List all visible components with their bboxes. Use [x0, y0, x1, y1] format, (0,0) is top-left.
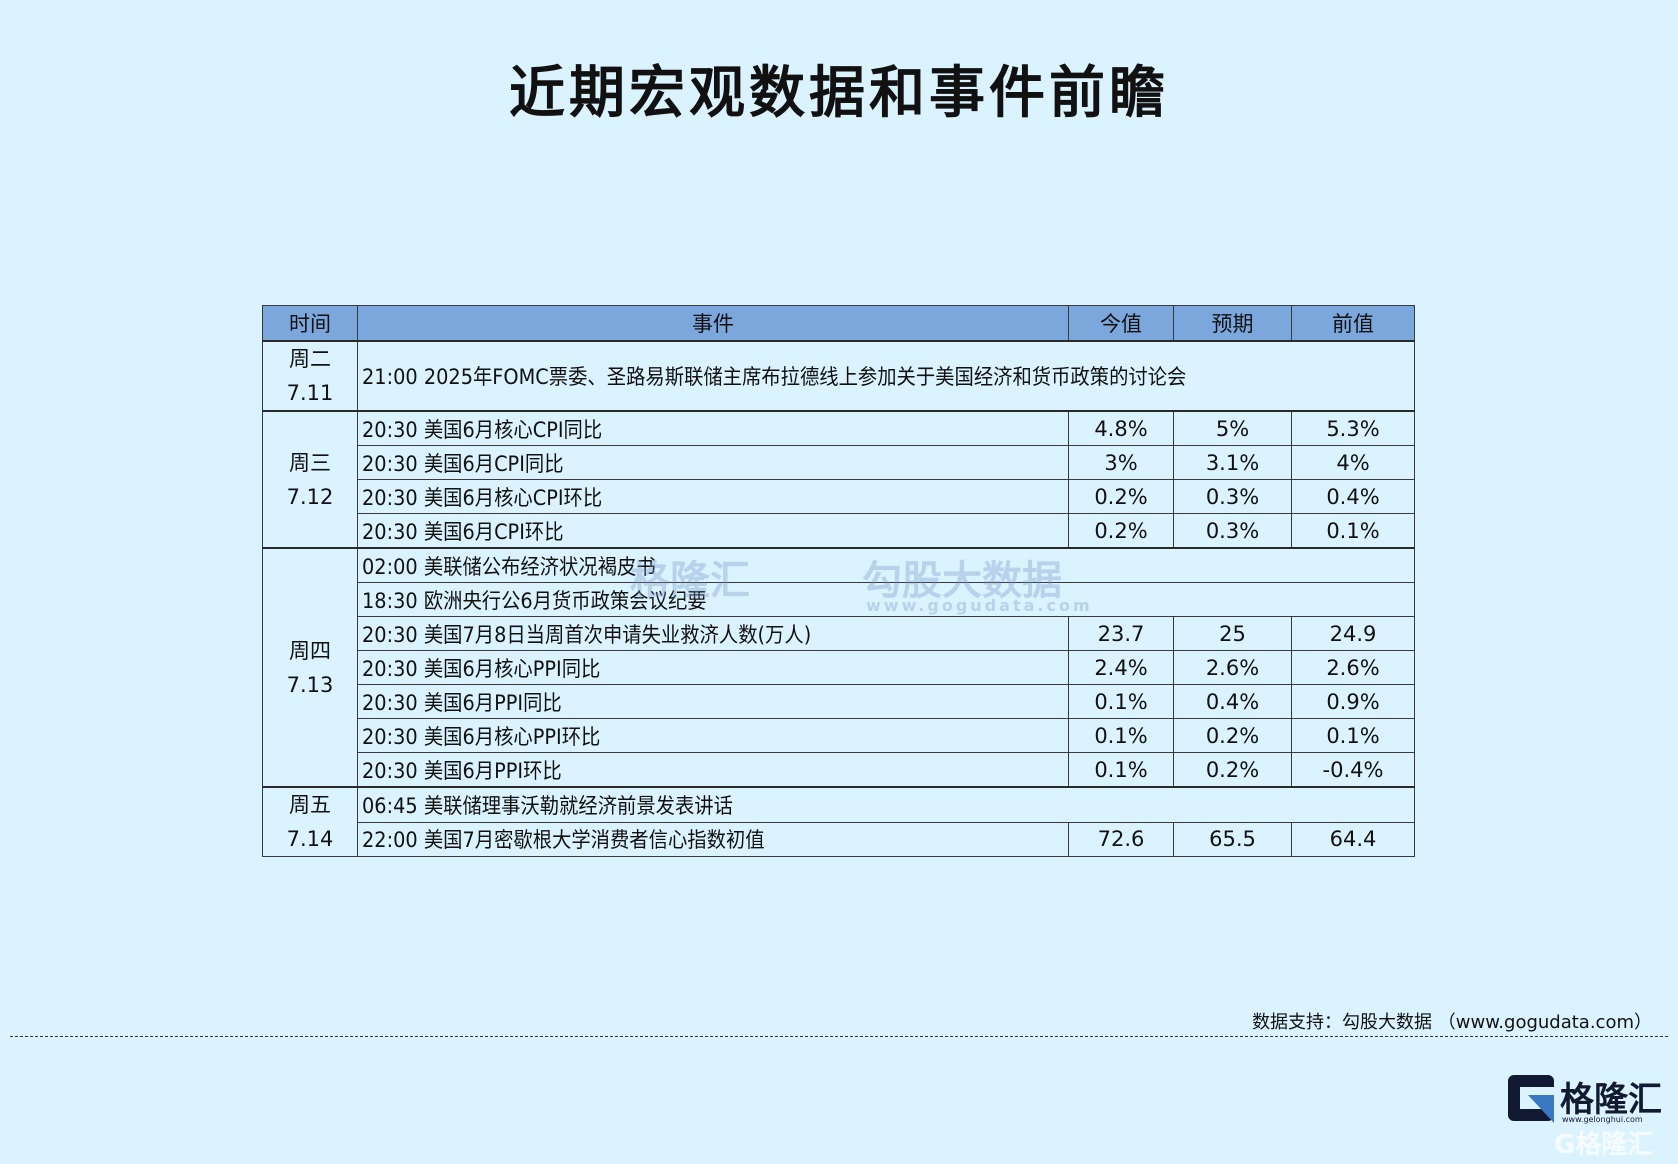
event-text: 22:00 美国7月密歇根大学消费者信心指数初值 [362, 828, 765, 853]
date: 7.12 [286, 484, 334, 509]
actual-value: 0.1% [1068, 718, 1174, 753]
actual-value: 0.1% [1068, 684, 1174, 719]
event-text: 18:30 欧洲央行公6月货币政策会议纪要 [362, 588, 707, 613]
actual-value: 0.1% [1068, 752, 1174, 788]
date: 7.11 [286, 381, 334, 405]
previous-value: 4% [1291, 445, 1415, 480]
forecast-value: 3.1% [1173, 445, 1292, 480]
event-text: 20:30 美国6月PPI同比 [362, 690, 562, 715]
table-row: 周四 7.13 02:00 美联储公布经济状况褐皮书 [262, 547, 1415, 788]
previous-value: 2.6% [1291, 650, 1415, 685]
data-source-note: 数据支持：勾股大数据 （www.gogudata.com） [1252, 1012, 1652, 1033]
table-row: 20:30 美国6月PPI同比 0.1% 0.4% 0.9% [263, 684, 1415, 719]
previous-value: -0.4% [1291, 752, 1415, 788]
day-cell: 周二 7.11 [262, 340, 358, 412]
previous-value: 24.9 [1291, 616, 1415, 651]
previous-value: 0.1% [1291, 513, 1415, 549]
header-actual: 今值 [1068, 305, 1174, 342]
weekday: 周三 [289, 450, 331, 475]
previous-value: 64.4 [1291, 821, 1415, 857]
forecast-value: 0.2% [1173, 718, 1292, 753]
actual-value: 3% [1068, 445, 1174, 480]
event-cell: 20:30 美国7月8日当周首次申请失业救济人数(万人) [357, 616, 1069, 651]
svg-text:格隆汇: 格隆汇 [1560, 1080, 1662, 1120]
event-cell: 20:30 美国6月PPI同比 [357, 684, 1069, 719]
svg-text:www.gelonghui.com: www.gelonghui.com [1562, 1115, 1643, 1124]
table-row: 20:30 美国6月CPI同比 3% 3.1% 4% [263, 445, 1415, 480]
macro-events-table: 时间 事件 今值 预期 前值 周二 7.11 21:00 2025年FOMC票委、圣… [262, 305, 1415, 857]
actual-value: 0.2% [1068, 513, 1174, 549]
footer-divider [10, 1036, 1668, 1037]
event-cell: 20:30 美国6月核心PPI同比 [357, 650, 1069, 685]
event-text: 06:45 美联储理事沃勒就经济前景发表讲话 [362, 793, 733, 818]
svg-text:G格隆汇: G格隆汇 [1554, 1129, 1653, 1160]
forecast-value: 25 [1173, 616, 1292, 651]
event-text: 20:30 美国6月核心PPI环比 [362, 724, 601, 749]
table-row: 20:30 美国6月PPI环比 0.1% 0.2% -0.4% [263, 752, 1415, 788]
event-text: 20:30 美国6月核心CPI环比 [362, 485, 603, 510]
actual-value: 0.2% [1068, 479, 1174, 514]
event-cell: 18:30 欧洲央行公6月货币政策会议纪要 [357, 582, 1415, 617]
actual-value: 72.6 [1068, 821, 1174, 857]
day-cell: 周三 7.12 [262, 410, 358, 549]
forecast-value: 0.3% [1173, 513, 1292, 549]
table-row: 18:30 欧洲央行公6月货币政策会议纪要 [263, 582, 1415, 617]
event-text: 20:30 美国6月PPI环比 [362, 758, 562, 783]
actual-value: 23.7 [1068, 616, 1174, 651]
event-cell: 20:30 美国6月核心PPI环比 [357, 718, 1069, 753]
previous-value: 0.1% [1291, 718, 1415, 753]
event-cell: 20:30 美国6月核心CPI同比 [357, 410, 1069, 446]
event-text: 20:30 美国6月核心CPI同比 [362, 417, 603, 442]
forecast-value: 0.2% [1173, 752, 1292, 788]
actual-value: 2.4% [1068, 650, 1174, 685]
event-cell: 20:30 美国6月核心CPI环比 [357, 479, 1069, 514]
table-row: 20:30 美国6月CPI环比 0.2% 0.3% 0.1% [263, 513, 1415, 549]
previous-value: 5.3% [1291, 410, 1415, 446]
event-cell: 02:00 美联储公布经济状况褐皮书 [357, 547, 1415, 583]
header-previous: 前值 [1291, 305, 1415, 342]
table-row: 20:30 美国6月核心CPI环比 0.2% 0.3% 0.4% [263, 479, 1415, 514]
event-text: 20:30 美国6月CPI同比 [362, 451, 564, 476]
table-row: 20:30 美国6月核心PPI环比 0.1% 0.2% 0.1% [263, 718, 1415, 753]
date: 7.14 [286, 827, 334, 851]
table-row: 22:00 美国7月密歇根大学消费者信心指数初值 72.6 65.5 64.4 [263, 821, 1415, 857]
previous-value: 0.4% [1291, 479, 1415, 514]
forecast-value: 5% [1173, 410, 1292, 446]
actual-value: 4.8% [1068, 410, 1174, 446]
header-time: 时间 [262, 305, 358, 342]
previous-value: 0.9% [1291, 684, 1415, 719]
event-cell: 20:30 美国6月CPI同比 [357, 445, 1069, 480]
event-text: 02:00 美联储公布经济状况褐皮书 [362, 554, 656, 579]
date: 7.13 [286, 672, 334, 697]
event-cell: 21:00 2025年FOMC票委、圣路易斯联储主席布拉德线上参加关于美国经济和… [357, 340, 1415, 412]
event-cell: 22:00 美国7月密歇根大学消费者信心指数初值 [357, 821, 1069, 857]
event-text: 20:30 美国6月核心PPI同比 [362, 656, 601, 681]
event-cell: 06:45 美联储理事沃勒就经济前景发表讲话 [357, 786, 1415, 823]
weekday: 周四 [289, 638, 331, 663]
table-row: 20:30 美国6月核心PPI同比 2.4% 2.6% 2.6% [263, 650, 1415, 685]
table-row: 20:30 美国7月8日当周首次申请失业救济人数(万人) 23.7 25 24.9 [263, 616, 1415, 651]
event-cell: 20:30 美国6月PPI环比 [357, 752, 1069, 788]
header-forecast: 预期 [1173, 305, 1292, 342]
day-cell: 周五 7.14 [262, 786, 358, 857]
forecast-value: 65.5 [1173, 821, 1292, 857]
weekday: 周二 [289, 347, 331, 371]
table-row: 周五 7.14 06:45 美联储理事沃勒就经济前景发表讲话 [262, 786, 1415, 857]
header-event: 事件 [357, 305, 1069, 342]
event-text: 21:00 2025年FOMC票委、圣路易斯联储主席布拉德线上参加关于美国经济和… [362, 365, 1187, 389]
day-cell: 周四 7.13 [262, 547, 358, 788]
weekday: 周五 [289, 793, 331, 817]
table-row: 周三 7.12 20:30 美国6月核心CPI同比 4.8% 5% 5.3% [262, 410, 1415, 549]
forecast-value: 2.6% [1173, 650, 1292, 685]
event-cell: 20:30 美国6月CPI环比 [357, 513, 1069, 549]
table-header-row: 时间 事件 今值 预期 前值 [262, 305, 1415, 342]
forecast-value: 0.3% [1173, 479, 1292, 514]
event-text: 20:30 美国7月8日当周首次申请失业救济人数(万人) [362, 622, 812, 647]
forecast-value: 0.4% [1173, 684, 1292, 719]
page-title: 近期宏观数据和事件前瞻 [509, 61, 1169, 126]
table-row: 周二 7.11 21:00 2025年FOMC票委、圣路易斯联储主席布拉德线上参加关… [262, 340, 1415, 412]
gelonghui-logo: 格隆汇 www.gelonghui.com G格隆汇 [1508, 1075, 1668, 1160]
gelonghui-logo-icon: 格隆汇 www.gelonghui.com G格隆汇 [1508, 1075, 1662, 1160]
event-text: 20:30 美国6月CPI环比 [362, 519, 564, 544]
